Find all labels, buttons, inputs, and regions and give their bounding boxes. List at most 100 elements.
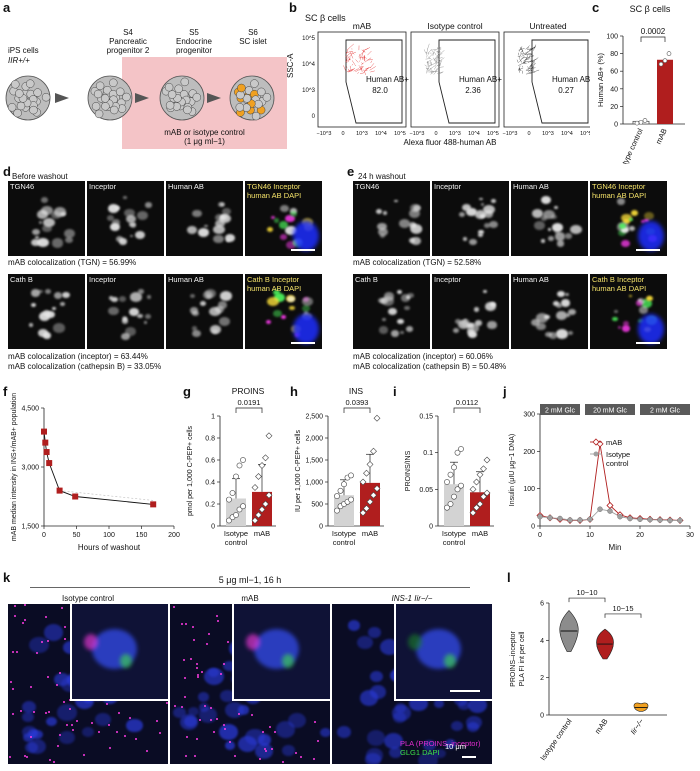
bar-xlabel: Isotype bbox=[332, 529, 356, 538]
l-ytick-label: 2 bbox=[540, 675, 544, 682]
micrograph-label: TGN46 Inceptor human AB DAPI bbox=[592, 182, 647, 200]
flow-event bbox=[518, 67, 524, 71]
panel-letter-b: b bbox=[289, 0, 297, 15]
c-xlabel: mAB bbox=[654, 127, 669, 146]
flow-event bbox=[525, 72, 532, 75]
j-point bbox=[587, 516, 593, 523]
bar-point bbox=[240, 457, 246, 463]
k-micrograph bbox=[8, 604, 168, 764]
flow-event bbox=[427, 43, 430, 50]
flow-event bbox=[530, 65, 534, 72]
f-xlabel: Hours of washout bbox=[78, 543, 141, 552]
bar-point bbox=[447, 471, 454, 478]
cell bbox=[250, 79, 259, 88]
panel-letter-l: l bbox=[507, 570, 511, 585]
micrograph-tile: Cath B bbox=[353, 274, 430, 349]
c-ytick-label: 60 bbox=[610, 69, 618, 76]
j-band-label: 20 mM Glc bbox=[593, 408, 627, 415]
flow-event bbox=[437, 71, 444, 74]
cell bbox=[109, 78, 118, 88]
flow-xtick: 10^5 bbox=[487, 131, 499, 137]
l-ytick-label: 0 bbox=[540, 713, 544, 720]
bar-point bbox=[480, 493, 487, 501]
j-point bbox=[557, 515, 563, 522]
flow-xtick: 0 bbox=[434, 131, 437, 137]
panel-l-chart: 0 2 4 6 10−10 10−15 Isotype control mAB Iir−/− PR… bbox=[510, 588, 667, 762]
j-legend-label: mAB bbox=[606, 438, 622, 447]
micrograph-label: Cath B bbox=[355, 275, 378, 284]
bar2-ytick-label: 500 bbox=[311, 502, 323, 509]
micrograph-label: Inceptor bbox=[89, 182, 117, 191]
cell bbox=[167, 90, 177, 99]
flow-event bbox=[530, 64, 533, 67]
micrograph-tile: Inceptor bbox=[87, 181, 164, 256]
bar-xlabel: mAB bbox=[472, 529, 488, 538]
l-ylabel: PLA FI int per cell bbox=[519, 631, 526, 686]
micrograph-label: Human AB bbox=[168, 182, 204, 191]
j-band-2 bbox=[640, 404, 690, 415]
flow-event bbox=[350, 52, 354, 59]
f-ylabel: mAB median intensity in INS+/mAB+ popula… bbox=[11, 393, 18, 541]
flow-event bbox=[432, 50, 434, 54]
bar-point bbox=[359, 478, 367, 486]
flow-gate-label: Human AB+ bbox=[552, 75, 590, 84]
flow-plot-frame bbox=[410, 31, 500, 128]
cell bbox=[15, 89, 24, 98]
j-ytick-label: 200 bbox=[523, 449, 535, 456]
c-ytick-label: 20 bbox=[610, 104, 618, 111]
j-band-label: 2 mM Glc bbox=[650, 408, 680, 415]
cell bbox=[174, 84, 183, 94]
c-pvalue: 0.0002 bbox=[641, 27, 666, 36]
bar-ylabel: PROINS/INS bbox=[405, 450, 412, 491]
cell bbox=[13, 108, 22, 118]
flow-event bbox=[348, 54, 353, 58]
flow-event bbox=[434, 68, 440, 73]
flow-event bbox=[351, 68, 355, 72]
flow-plot-name: Isotype control bbox=[427, 22, 482, 31]
bar-point bbox=[255, 511, 262, 519]
bar-point bbox=[226, 517, 232, 524]
cell bbox=[93, 89, 103, 99]
bar-point bbox=[262, 500, 269, 508]
micrograph-label: Human AB bbox=[168, 275, 204, 284]
bar-xlabel: control bbox=[225, 538, 248, 547]
c-ytick-label: 0 bbox=[614, 122, 618, 129]
flow-event bbox=[359, 66, 364, 68]
c-ylabel: Human AB+ (%) bbox=[596, 53, 605, 107]
bar-point bbox=[458, 482, 464, 489]
flow-event bbox=[438, 50, 445, 56]
stage-s6-label: S6 SC islet bbox=[239, 28, 267, 47]
bar-point bbox=[444, 504, 450, 511]
j-legend-marker bbox=[593, 451, 599, 457]
flow-event bbox=[523, 60, 525, 64]
flow-event bbox=[431, 70, 434, 73]
bar-sig-bracket bbox=[343, 407, 371, 413]
flow-event bbox=[437, 57, 445, 63]
cell bbox=[11, 80, 20, 89]
flow-event bbox=[429, 52, 434, 58]
f-point bbox=[41, 428, 47, 435]
flow-event bbox=[350, 51, 357, 55]
bar-point bbox=[476, 471, 484, 479]
micrograph-tile: Cath B bbox=[8, 274, 85, 349]
c-point bbox=[642, 118, 648, 123]
stage-ips-genotype: IIR+/+ bbox=[8, 56, 30, 65]
c-sig-bracket bbox=[640, 36, 666, 42]
l-bracket-2 bbox=[604, 613, 642, 618]
flow-gate-pct: 82.0 bbox=[372, 86, 388, 95]
micrograph-label: Inceptor bbox=[89, 275, 117, 284]
j-point bbox=[577, 517, 583, 523]
k-scale-bar bbox=[462, 756, 476, 758]
micrograph-label: TGN46 bbox=[10, 182, 35, 191]
flow-xtick: −10^3 bbox=[503, 131, 518, 137]
flow-event bbox=[434, 67, 438, 72]
flow-event bbox=[361, 56, 364, 60]
flow-gate bbox=[531, 39, 589, 124]
micrograph-label: Cath B bbox=[10, 275, 33, 284]
micrograph-tile: Human AB bbox=[511, 181, 588, 256]
micrograph-tile: Inceptor bbox=[432, 274, 509, 349]
panel-letter-c: c bbox=[592, 0, 600, 15]
j-point bbox=[617, 513, 623, 520]
flow-event bbox=[362, 49, 366, 53]
